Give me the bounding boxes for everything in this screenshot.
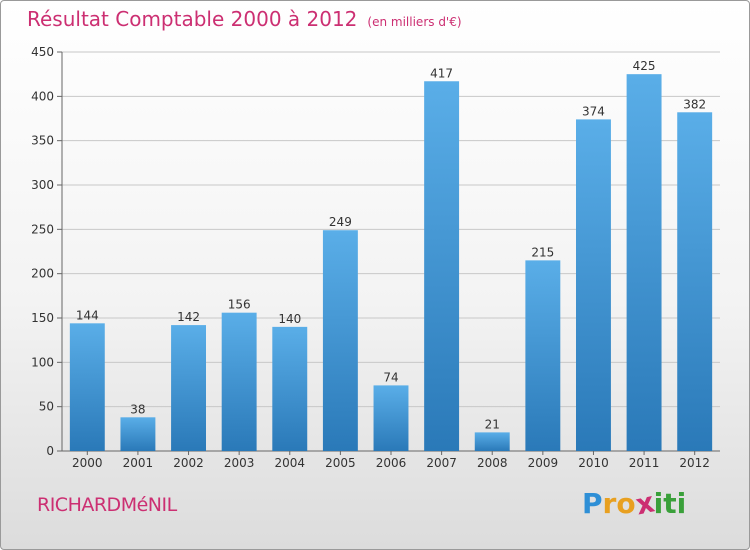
x-tick-label: 2006 [376,456,407,470]
data-label: 74 [383,370,398,384]
data-label: 249 [329,215,352,229]
bar [424,81,460,451]
bar [677,112,713,451]
logo-letter: o [616,487,636,520]
bar [525,260,561,451]
x-tick-label: 2011 [629,456,660,470]
bar [626,74,662,452]
logo-letter: i [676,487,687,520]
x-tick-label: 2008 [477,456,508,470]
x-tick-label: 2012 [679,456,710,470]
x-tick-label: 2001 [123,456,154,470]
data-label: 215 [531,245,554,259]
y-tick-label: 250 [31,222,54,236]
bar [575,119,611,452]
y-tick-label: 200 [31,267,54,281]
x-tick-label: 2007 [426,456,457,470]
x-tick-label: 2004 [274,456,305,470]
data-label: 156 [228,298,251,312]
data-label: 21 [485,417,500,431]
y-tick-label: 0 [46,444,54,458]
logo-letter: P [582,487,603,520]
y-tick-label: 150 [31,311,54,325]
chart-unit-note: (en milliers d'€) [367,15,462,29]
data-label: 144 [76,308,99,322]
proxiti-logo: Proxiti [582,485,687,521]
x-tick-label: 2000 [72,456,103,470]
data-label: 374 [582,104,605,118]
x-tick-label: 2010 [578,456,609,470]
x-tick-label: 2005 [325,456,356,470]
chart-title: Résultat Comptable 2000 à 2012 [27,7,358,31]
logo-letter: t [663,487,677,520]
x-tick-label: 2009 [528,456,559,470]
commune-name: RICHARDMéNIL [37,494,177,516]
y-tick-label: 50 [39,400,54,414]
x-tick-label: 2002 [173,456,204,470]
data-label: 382 [683,97,706,111]
chart-title-block: Résultat Comptable 2000 à 2012 (en millie… [27,7,462,31]
bar [69,323,105,451]
bar [171,325,207,451]
data-label: 142 [177,310,200,324]
logo-letter: r [602,487,617,520]
y-tick-label: 450 [31,45,54,59]
logo-letter: i [653,487,664,520]
bar [221,312,257,451]
y-tick-label: 350 [31,134,54,148]
bar [322,230,358,451]
bar [120,417,156,451]
y-tick-label: 400 [31,89,54,103]
bar [272,326,308,451]
y-tick-label: 300 [31,178,54,192]
data-label: 425 [633,59,656,73]
y-tick-label: 100 [31,355,54,369]
bar [474,432,510,451]
data-label: 140 [278,312,301,326]
bar [373,385,409,451]
data-label: 38 [130,402,145,416]
data-label: 417 [430,66,453,80]
x-tick-label: 2003 [224,456,255,470]
